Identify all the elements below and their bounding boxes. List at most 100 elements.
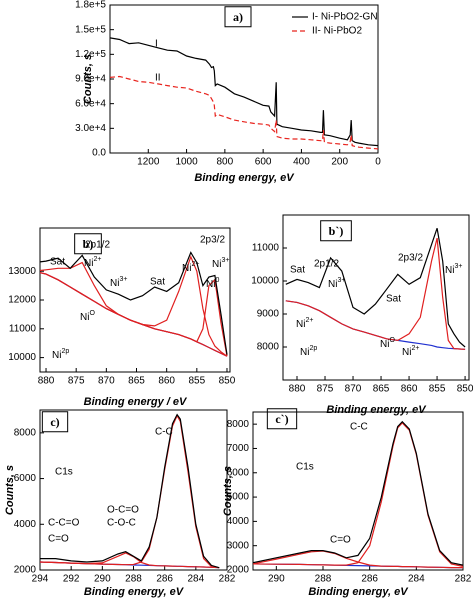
x-tick-label: 875: [68, 376, 85, 387]
x-tick-label: 1200: [137, 157, 160, 168]
y-tick-label: 5000: [227, 492, 250, 503]
annotation: Ni2+: [296, 317, 313, 330]
y-tick-label: 0.0: [92, 148, 106, 159]
x-tick-label: 850: [219, 376, 236, 387]
annotation: I: [155, 39, 158, 50]
annotation: Ni3+: [445, 263, 462, 276]
annotation: Ni2+: [402, 345, 419, 358]
y-tick-label: 8000: [14, 427, 37, 438]
x-tick-label: 880: [38, 376, 55, 387]
annotation: 2p1/2: [85, 240, 110, 251]
x-tick-label: 0: [375, 157, 381, 168]
x-tick-label: 282: [455, 574, 472, 585]
x-tick-label: 284: [408, 574, 425, 585]
annotation: NiO: [80, 310, 95, 323]
panel-label-box: [74, 233, 102, 255]
series-line: [285, 237, 466, 350]
series-line: [40, 414, 220, 569]
x-tick-label: 282: [219, 574, 236, 585]
y-tick-label: 6000: [14, 473, 37, 484]
y-tick-label: 12000: [8, 295, 36, 306]
x-tick-label: 800: [217, 157, 234, 168]
y-tick-label: 6000: [227, 467, 250, 478]
x-tick-label: 855: [429, 384, 446, 395]
x-tick-label: 870: [345, 384, 362, 395]
series-line: [285, 228, 466, 348]
x-tick-label: 286: [156, 574, 173, 585]
annotation: C=O: [48, 534, 69, 545]
x-tick-label: 294: [32, 574, 49, 585]
series-line: [40, 272, 228, 357]
annotation: Ni3+: [212, 257, 229, 270]
annotation: Sat: [386, 294, 401, 305]
x-axis-label: Binding energy, eV: [194, 172, 295, 184]
y-tick-label: 10000: [251, 276, 279, 287]
x-tick-label: 1000: [175, 157, 198, 168]
x-axis-label: Binding energy, eV: [308, 586, 409, 598]
y-tick-label: 9000: [257, 309, 280, 320]
y-axis-label: Counts, s: [82, 54, 94, 104]
annotation: C-C=O: [48, 518, 80, 529]
x-tick-label: 850: [457, 384, 474, 395]
y-tick-label: 8000: [227, 419, 250, 430]
plot-frame: [282, 214, 470, 381]
x-tick-label: 870: [98, 376, 115, 387]
x-tick-label: 286: [361, 574, 378, 585]
annotation: Ni2p: [300, 345, 317, 358]
series-line: [40, 272, 228, 357]
x-axis-label: Binding energy, eV: [84, 586, 185, 598]
y-axis-label: Counts, s: [4, 465, 16, 515]
x-tick-label: 400: [293, 157, 310, 168]
annotation: Ni2+: [182, 261, 199, 274]
legend-label: II- Ni-PbO2: [312, 26, 362, 37]
x-axis-label: Binding energy / eV: [84, 396, 188, 408]
panel-label-box: [320, 220, 352, 242]
panel-label: b): [83, 237, 94, 251]
x-tick-label: 865: [128, 376, 145, 387]
x-tick-label: 290: [94, 574, 111, 585]
annotation: C-O-C: [107, 518, 136, 529]
annotation: C1s: [55, 467, 73, 478]
series-line: [40, 413, 220, 569]
annotation: C=O: [330, 535, 351, 546]
x-tick-label: 288: [125, 574, 142, 585]
x-tick-label: 288: [315, 574, 332, 585]
y-tick-label: 9.0e+4: [75, 74, 106, 85]
x-tick-label: 875: [317, 384, 334, 395]
annotation: 2p3/2: [398, 253, 423, 264]
series-line: [40, 251, 228, 355]
panel-label-box: [224, 6, 252, 28]
panel-label: c`): [275, 412, 288, 426]
legend-label: I- Ni-PbO2-GN: [312, 12, 378, 23]
annotation: II: [155, 73, 161, 84]
annotation: Ni2+: [84, 256, 101, 269]
y-tick-label: 8000: [257, 342, 280, 353]
x-axis-label: Binding energy, eV: [326, 404, 427, 416]
series-line: [40, 552, 220, 569]
annotation: C-C: [350, 422, 368, 433]
x-tick-label: 880: [289, 384, 306, 395]
y-tick-label: 3000: [227, 540, 250, 551]
plot-frame: [39, 409, 228, 571]
annotation: Ni3+: [110, 276, 127, 289]
y-tick-label: 2000: [14, 565, 37, 576]
x-tick-label: 860: [158, 376, 175, 387]
annotation: Ni3+: [328, 277, 345, 290]
annotation: 2p3/2: [200, 235, 225, 246]
annotation: Ni2p: [52, 348, 69, 361]
y-tick-label: 11000: [252, 243, 280, 254]
series-line: [253, 420, 463, 566]
series-line: [110, 75, 378, 150]
x-tick-label: 290: [268, 574, 285, 585]
series-line: [253, 550, 463, 569]
y-tick-label: 1.8e+5: [75, 0, 106, 11]
annotation: NiO: [380, 337, 395, 350]
annotation: Sat: [50, 257, 65, 268]
annotation: Sat: [290, 265, 305, 276]
y-axis-label: Counts, s: [222, 466, 234, 516]
annotation: O-C=O: [107, 505, 139, 516]
annotation: 2p1/2: [314, 259, 339, 270]
x-tick-label: 865: [373, 384, 390, 395]
x-tick-label: 284: [187, 574, 204, 585]
